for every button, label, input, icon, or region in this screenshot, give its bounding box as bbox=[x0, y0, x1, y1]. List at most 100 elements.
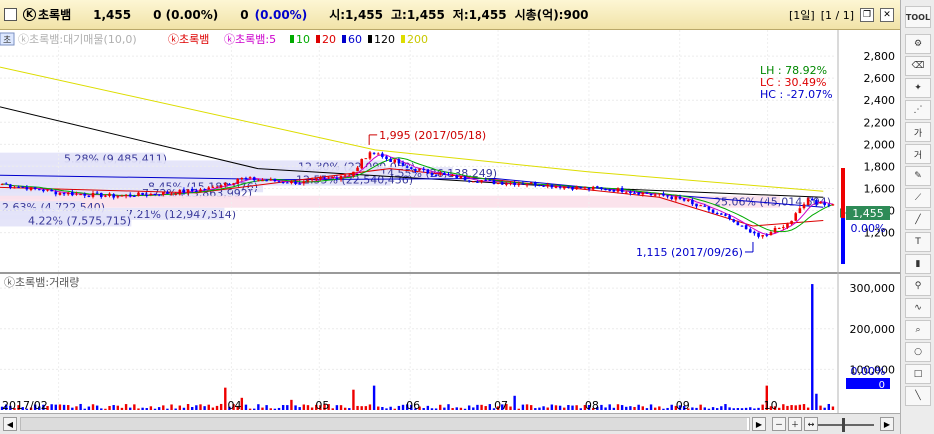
scroll-right-icon[interactable]: ▶ bbox=[752, 417, 766, 431]
volume-bar bbox=[806, 407, 810, 410]
volume-bar bbox=[744, 407, 748, 410]
volume-bar bbox=[579, 408, 582, 410]
pencil-icon[interactable]: ✎ bbox=[905, 166, 931, 186]
legend-ma-label: 200 bbox=[407, 33, 428, 46]
candle-body bbox=[166, 191, 169, 194]
zoom-slider[interactable] bbox=[818, 424, 874, 426]
search-icon[interactable]: ⚲ bbox=[905, 276, 931, 296]
candle-body bbox=[455, 175, 459, 179]
candle-body bbox=[409, 167, 413, 169]
volume-bar bbox=[87, 406, 91, 410]
volume-bar bbox=[385, 408, 388, 410]
volume-bar bbox=[819, 405, 822, 410]
volume-bar bbox=[451, 408, 454, 410]
volume-bar bbox=[455, 407, 458, 410]
volume-tool-icon[interactable]: 거 bbox=[905, 144, 931, 164]
eraser-all-icon[interactable]: ⌫ bbox=[905, 56, 931, 76]
volume-bar bbox=[219, 403, 223, 410]
volume-bar bbox=[13, 408, 16, 410]
zoom-reset-icon[interactable]: ↔ bbox=[804, 417, 818, 431]
candle-body bbox=[682, 198, 686, 201]
volume-bar bbox=[323, 404, 326, 410]
candle-body bbox=[695, 203, 698, 207]
price-tick-label: 1,800 bbox=[864, 160, 896, 173]
period-label[interactable]: [1일] bbox=[789, 9, 815, 22]
volume-bar bbox=[25, 408, 29, 410]
gear-icon[interactable]: ⚙ bbox=[905, 34, 931, 54]
candle-body bbox=[87, 195, 91, 197]
volume-bar bbox=[348, 408, 351, 410]
scroll-left-icon[interactable]: ◀ bbox=[3, 417, 17, 431]
volume-bar bbox=[104, 408, 107, 410]
volume-bar bbox=[476, 404, 479, 410]
price-tool-icon[interactable]: 가 bbox=[905, 122, 931, 142]
legend-supply-title: ⓚ초록뱀:대기매물(10,0) bbox=[18, 33, 137, 46]
volume-bar bbox=[546, 407, 549, 410]
line-chart-icon[interactable]: ∿ bbox=[905, 298, 931, 318]
candle-body bbox=[4, 183, 8, 185]
volume-bar bbox=[108, 405, 111, 410]
high-price: 고:1,455 bbox=[391, 8, 445, 22]
candle-body bbox=[513, 182, 516, 185]
candle-body bbox=[137, 192, 140, 196]
pattern-icon[interactable]: ⋰ bbox=[905, 100, 931, 120]
candle-body bbox=[587, 187, 591, 190]
candle-body bbox=[653, 194, 657, 196]
volume-bar bbox=[58, 404, 62, 410]
volume-bar bbox=[298, 407, 301, 410]
volume-bar bbox=[525, 404, 529, 410]
volume-bar bbox=[240, 397, 244, 410]
zoom-in-icon[interactable]: ＋ bbox=[788, 417, 802, 431]
close-icon[interactable]: ✕ bbox=[880, 8, 894, 22]
magnifier-icon[interactable]: ⌕ bbox=[905, 320, 931, 340]
volume-bar bbox=[129, 407, 132, 410]
diagonal-line-icon[interactable]: ╲ bbox=[905, 386, 931, 406]
trendline-icon[interactable]: ╱ bbox=[905, 210, 931, 230]
magic-wand-icon[interactable]: ✦ bbox=[905, 78, 931, 98]
candle-body bbox=[629, 191, 632, 194]
candle-body bbox=[550, 184, 554, 188]
zoom-slider-knob[interactable] bbox=[842, 418, 845, 432]
zoom-right-icon[interactable]: ▶ bbox=[880, 417, 894, 431]
candle-body bbox=[815, 200, 818, 205]
volume-bar bbox=[484, 406, 487, 410]
volume-bar bbox=[608, 404, 611, 410]
candle-body bbox=[240, 177, 244, 180]
volume-bar bbox=[5, 404, 8, 410]
candle-body bbox=[616, 188, 620, 192]
zoom-out-icon[interactable]: － bbox=[772, 417, 786, 431]
restore-icon[interactable]: ❐ bbox=[860, 8, 874, 22]
candle-body bbox=[666, 195, 669, 197]
candle-body bbox=[521, 183, 525, 185]
volume-bar bbox=[633, 406, 636, 410]
candle-body bbox=[484, 179, 488, 181]
candle-body bbox=[575, 186, 578, 190]
candle-body bbox=[744, 225, 748, 230]
volume-bar bbox=[695, 407, 698, 410]
candle-body bbox=[596, 186, 599, 188]
scroll-thumb[interactable] bbox=[21, 418, 747, 430]
candle-body bbox=[624, 192, 628, 194]
volume-bar bbox=[422, 408, 425, 410]
candle-icon[interactable]: ▮ bbox=[905, 254, 931, 274]
circle-tool-icon[interactable]: ○ bbox=[905, 342, 931, 362]
candle-body bbox=[823, 202, 826, 205]
text-tool-icon[interactable]: T bbox=[905, 232, 931, 252]
rectangle-tool-icon[interactable]: □ bbox=[905, 364, 931, 384]
volume-profile-bar bbox=[0, 214, 132, 227]
volume-bar bbox=[228, 406, 231, 410]
select-checkbox[interactable] bbox=[4, 8, 17, 21]
volume-bar bbox=[153, 408, 157, 410]
chart-scrollbar[interactable]: ◀ ▶ － ＋ ↔ ▶ bbox=[0, 413, 900, 434]
tool-menu-icon[interactable]: TOOL bbox=[905, 6, 931, 28]
scroll-track[interactable] bbox=[20, 417, 750, 431]
candle-body bbox=[534, 182, 537, 186]
volume-bar bbox=[802, 404, 806, 410]
candle-body bbox=[343, 175, 347, 177]
candle-body bbox=[319, 177, 322, 180]
candle-body bbox=[360, 158, 363, 169]
candle-body bbox=[740, 225, 744, 227]
candle-body bbox=[104, 195, 107, 197]
candle-body bbox=[525, 184, 529, 186]
ruler-icon[interactable]: ⟋ bbox=[905, 188, 931, 208]
